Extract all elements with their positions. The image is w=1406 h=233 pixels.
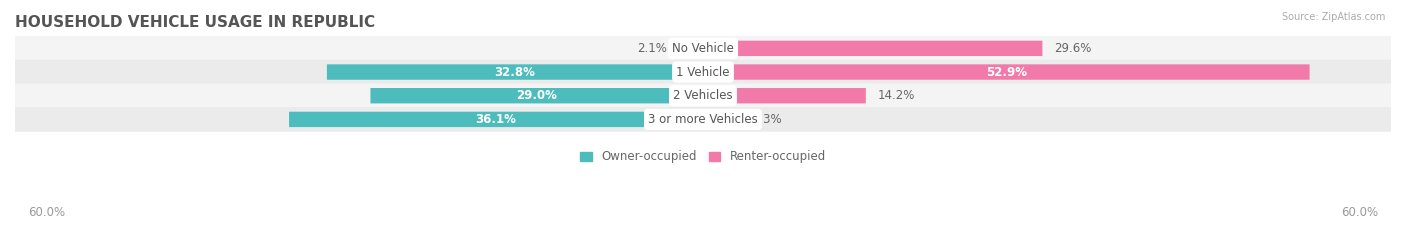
Text: 29.0%: 29.0% xyxy=(516,89,557,102)
Text: 3 or more Vehicles: 3 or more Vehicles xyxy=(648,113,758,126)
Text: Source: ZipAtlas.com: Source: ZipAtlas.com xyxy=(1281,12,1385,22)
FancyBboxPatch shape xyxy=(14,83,1392,108)
Text: 2 Vehicles: 2 Vehicles xyxy=(673,89,733,102)
Text: 32.8%: 32.8% xyxy=(495,65,536,79)
FancyBboxPatch shape xyxy=(703,112,741,127)
FancyBboxPatch shape xyxy=(14,36,1392,61)
Text: 1 Vehicle: 1 Vehicle xyxy=(676,65,730,79)
Text: 3.3%: 3.3% xyxy=(752,113,782,126)
FancyBboxPatch shape xyxy=(703,64,1309,80)
Text: 14.2%: 14.2% xyxy=(877,89,915,102)
Text: 60.0%: 60.0% xyxy=(28,206,65,219)
Text: 29.6%: 29.6% xyxy=(1054,42,1091,55)
Legend: Owner-occupied, Renter-occupied: Owner-occupied, Renter-occupied xyxy=(579,151,827,163)
Text: HOUSEHOLD VEHICLE USAGE IN REPUBLIC: HOUSEHOLD VEHICLE USAGE IN REPUBLIC xyxy=(15,15,375,30)
Text: 60.0%: 60.0% xyxy=(1341,206,1378,219)
Text: 36.1%: 36.1% xyxy=(475,113,516,126)
FancyBboxPatch shape xyxy=(14,60,1392,84)
FancyBboxPatch shape xyxy=(326,64,703,80)
FancyBboxPatch shape xyxy=(14,107,1392,132)
FancyBboxPatch shape xyxy=(703,41,1042,56)
Text: 52.9%: 52.9% xyxy=(986,65,1026,79)
Text: 2.1%: 2.1% xyxy=(637,42,668,55)
FancyBboxPatch shape xyxy=(290,112,703,127)
FancyBboxPatch shape xyxy=(703,88,866,103)
Text: No Vehicle: No Vehicle xyxy=(672,42,734,55)
FancyBboxPatch shape xyxy=(679,41,703,56)
FancyBboxPatch shape xyxy=(370,88,703,103)
